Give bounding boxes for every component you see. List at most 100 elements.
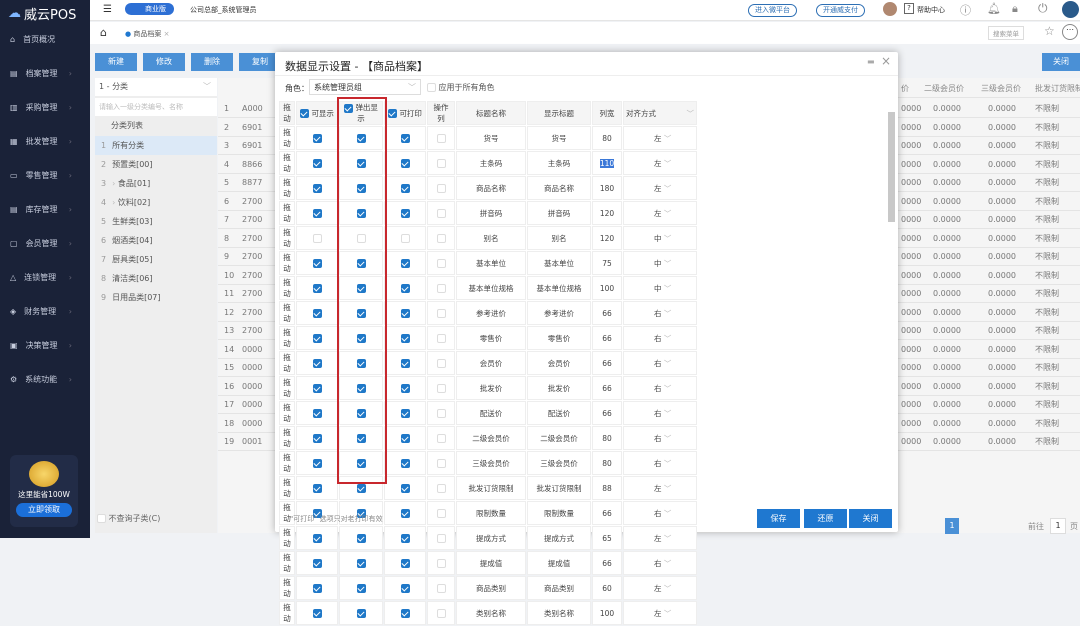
- op-col-checkbox[interactable]: [427, 401, 455, 425]
- align-select[interactable]: 右 ﹀: [623, 551, 697, 575]
- display-title-input[interactable]: 基本单位规格: [527, 276, 591, 300]
- grid-row[interactable]: 19 0001: [218, 433, 275, 451]
- grid-row[interactable]: 0000 0.0000 0.0000 不限制: [898, 341, 1080, 359]
- grid-row[interactable]: 18 0000: [218, 415, 275, 433]
- visible-checkbox[interactable]: [296, 151, 338, 175]
- visible-checkbox[interactable]: [296, 326, 338, 350]
- visible-checkbox[interactable]: [296, 526, 338, 550]
- printable-checkbox[interactable]: [384, 326, 426, 350]
- more-icon[interactable]: ⋯: [1062, 24, 1078, 40]
- width-input[interactable]: 66: [592, 551, 622, 575]
- op-col-checkbox[interactable]: [427, 301, 455, 325]
- power-icon[interactable]: ⏻: [1038, 1, 1048, 15]
- display-title-input[interactable]: 货号: [527, 126, 591, 150]
- drag-handle[interactable]: 拖动: [279, 526, 295, 550]
- user-avatar[interactable]: [883, 2, 897, 16]
- width-input[interactable]: 120: [592, 201, 622, 225]
- visible-checkbox[interactable]: [296, 226, 338, 250]
- grid-row[interactable]: 0000 0.0000 0.0000 不限制: [898, 193, 1080, 211]
- op-col-checkbox[interactable]: [427, 276, 455, 300]
- visible-checkbox[interactable]: [296, 451, 338, 475]
- printable-checkbox[interactable]: [384, 201, 426, 225]
- sidebar-item[interactable]: ▦ 批发管理 ›: [10, 136, 72, 146]
- display-title-input[interactable]: 主条码: [527, 151, 591, 175]
- menu-search-input[interactable]: 搜索菜单: [988, 26, 1024, 40]
- drag-handle[interactable]: 拖动: [279, 151, 295, 175]
- printable-checkbox[interactable]: [384, 476, 426, 500]
- display-title-input[interactable]: 商品类别: [527, 576, 591, 600]
- printable-checkbox[interactable]: [384, 251, 426, 275]
- sidebar-item[interactable]: ▤ 库存管理 ›: [10, 204, 72, 214]
- drag-handle[interactable]: 拖动: [279, 326, 295, 350]
- align-select[interactable]: 右 ﹀: [623, 326, 697, 350]
- no-subcategory-checkbox[interactable]: 不查询子类(C): [97, 513, 160, 524]
- category-item[interactable]: 7 厨具类[05]: [101, 255, 153, 264]
- align-select[interactable]: 右 ﹀: [623, 401, 697, 425]
- popup-checkbox[interactable]: [339, 526, 383, 550]
- popup-checkbox[interactable]: [339, 126, 383, 150]
- grid-row[interactable]: 0000 0.0000 0.0000 不限制: [898, 137, 1080, 155]
- printable-checkbox[interactable]: [384, 376, 426, 400]
- apply-all-roles-checkbox[interactable]: 应用于所有角色: [427, 82, 495, 93]
- popup-checkbox[interactable]: [339, 576, 383, 600]
- grid-row[interactable]: 0000 0.0000 0.0000 不限制: [898, 433, 1080, 451]
- drag-handle[interactable]: 拖动: [279, 576, 295, 600]
- align-select[interactable]: 左 ﹀: [623, 601, 697, 625]
- category-item[interactable]: 9 日用品类[07]: [101, 293, 161, 302]
- drag-handle[interactable]: 拖动: [279, 451, 295, 475]
- goto-page-input[interactable]: 1: [1050, 518, 1066, 534]
- op-col-checkbox[interactable]: [427, 126, 455, 150]
- open-pay-button[interactable]: 开通威支付: [816, 4, 865, 17]
- display-title-input[interactable]: 提成方式: [527, 526, 591, 550]
- align-select[interactable]: 右 ﹀: [623, 501, 697, 525]
- grid-row[interactable]: 0000 0.0000 0.0000 不限制: [898, 119, 1080, 137]
- printable-checkbox[interactable]: [384, 501, 426, 525]
- display-title-input[interactable]: 配送价: [527, 401, 591, 425]
- info-icon[interactable]: ⓘ: [960, 4, 971, 17]
- visible-all-checkbox[interactable]: 可显示: [296, 101, 338, 125]
- display-title-input[interactable]: 基本单位: [527, 251, 591, 275]
- width-input[interactable]: 75: [592, 251, 622, 275]
- width-input[interactable]: 120: [592, 226, 622, 250]
- display-title-input[interactable]: 商品名称: [527, 176, 591, 200]
- visible-checkbox[interactable]: [296, 476, 338, 500]
- align-select[interactable]: 中 ﹀: [623, 226, 697, 250]
- op-col-checkbox[interactable]: [427, 451, 455, 475]
- align-select[interactable]: 左 ﹀: [623, 526, 697, 550]
- grid-row[interactable]: 0000 0.0000 0.0000 不限制: [898, 285, 1080, 303]
- promo-claim-button[interactable]: 立即领取: [16, 503, 72, 517]
- grid-row[interactable]: 0000 0.0000 0.0000 不限制: [898, 248, 1080, 266]
- drag-handle[interactable]: 拖动: [279, 351, 295, 375]
- display-title-input[interactable]: 限制数量: [527, 501, 591, 525]
- bell-icon[interactable]: 🔔︎: [987, 2, 1001, 15]
- category-select[interactable]: 1 - 分类 ﹀: [95, 78, 217, 96]
- width-input[interactable]: 66: [592, 501, 622, 525]
- op-col-checkbox[interactable]: [427, 601, 455, 625]
- popup-checkbox[interactable]: [339, 351, 383, 375]
- display-title-input[interactable]: 参考进价: [527, 301, 591, 325]
- category-item[interactable]: 3 › 食品[01]: [101, 179, 151, 188]
- width-input[interactable]: 80: [592, 451, 622, 475]
- grid-row[interactable]: 0000 0.0000 0.0000 不限制: [898, 174, 1080, 192]
- grid-row[interactable]: 0000 0.0000 0.0000 不限制: [898, 211, 1080, 229]
- op-col-checkbox[interactable]: [427, 551, 455, 575]
- drag-handle[interactable]: 拖动: [279, 301, 295, 325]
- op-col-checkbox[interactable]: [427, 576, 455, 600]
- display-title-input[interactable]: 零售价: [527, 326, 591, 350]
- op-col-checkbox[interactable]: [427, 201, 455, 225]
- width-input[interactable]: 65: [592, 526, 622, 550]
- grid-row[interactable]: 1 A000: [218, 100, 275, 118]
- width-input[interactable]: 66: [592, 401, 622, 425]
- align-select[interactable]: 左 ﹀: [623, 126, 697, 150]
- table-scrollbar[interactable]: [888, 112, 895, 222]
- width-input[interactable]: 80: [592, 426, 622, 450]
- grid-row[interactable]: 6 2700: [218, 193, 275, 211]
- popup-checkbox[interactable]: [339, 451, 383, 475]
- popup-checkbox[interactable]: [339, 401, 383, 425]
- drag-handle[interactable]: 拖动: [279, 551, 295, 575]
- drag-handle[interactable]: 拖动: [279, 176, 295, 200]
- visible-checkbox[interactable]: [296, 201, 338, 225]
- printable-checkbox[interactable]: [384, 576, 426, 600]
- printable-checkbox[interactable]: [384, 276, 426, 300]
- visible-checkbox[interactable]: [296, 551, 338, 575]
